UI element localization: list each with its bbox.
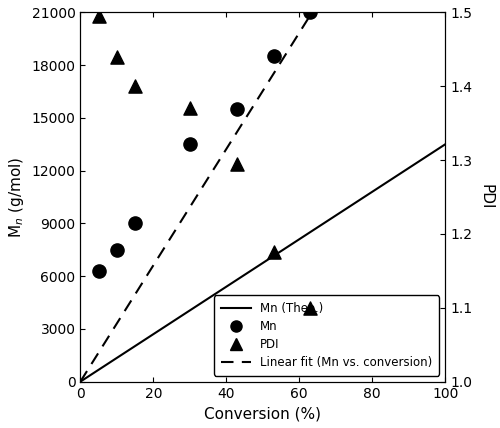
Mn xyxy=(306,9,314,16)
PDI xyxy=(131,83,139,90)
Mn xyxy=(186,141,194,148)
Mn xyxy=(94,268,102,274)
Y-axis label: M$_n$ (g/mol): M$_n$ (g/mol) xyxy=(7,157,26,238)
Y-axis label: PDI: PDI xyxy=(478,184,493,210)
PDI xyxy=(270,249,278,256)
PDI xyxy=(186,105,194,112)
Mn xyxy=(131,220,139,227)
PDI xyxy=(113,54,121,60)
Legend: Mn (Theo.), Mn, PDI, Linear fit (Mn vs. conversion): Mn (Theo.), Mn, PDI, Linear fit (Mn vs. … xyxy=(214,295,440,376)
Mn xyxy=(113,247,121,253)
PDI xyxy=(234,160,241,167)
Mn xyxy=(270,53,278,60)
PDI xyxy=(94,13,102,20)
Mn xyxy=(234,106,241,113)
PDI xyxy=(306,304,314,311)
X-axis label: Conversion (%): Conversion (%) xyxy=(204,406,322,421)
